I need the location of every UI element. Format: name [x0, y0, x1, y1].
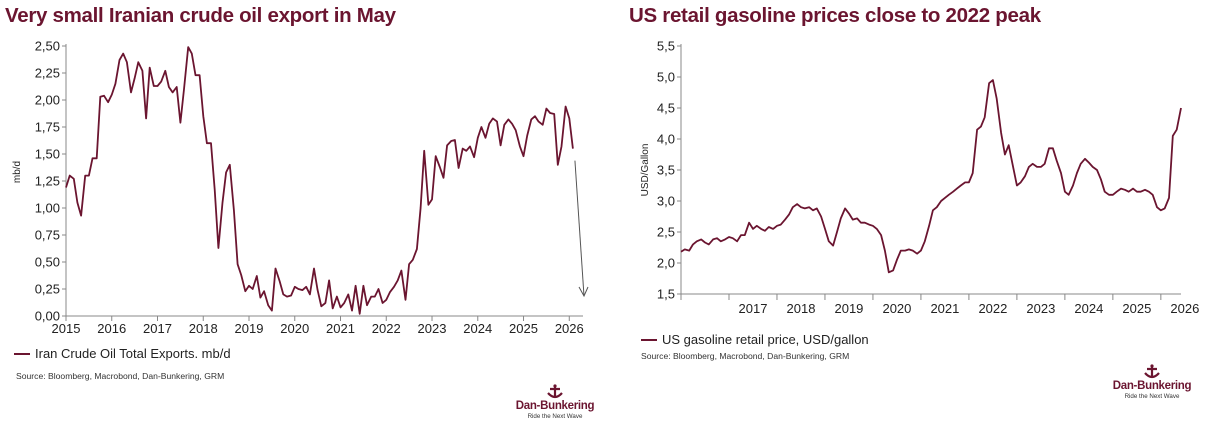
left-chart-legend: Iran Crude Oil Total Exports. mb/d	[14, 346, 231, 361]
right-chart-panel: US retail gasoline prices close to 2022 …	[605, 0, 1210, 427]
right-source-note: Source: Bloomberg, Macrobond, Dan-Bunker…	[641, 351, 850, 361]
y-tick-label: 5,5	[657, 39, 675, 54]
right-chart-title: US retail gasoline prices close to 2022 …	[629, 4, 1041, 27]
x-tick-label: 2017	[143, 321, 172, 336]
series-line	[680, 79, 1182, 274]
annotation-arrow-head	[578, 286, 589, 298]
x-tick-label: 2017	[739, 301, 768, 316]
y-tick-label: 0,50	[35, 255, 60, 270]
right-chart-svg: 1,5 2,0 2,5 3,0 3,5 4,0 4,5 5,0 5,5 2017 2018 2019 2…	[640, 39, 1199, 317]
x-tick-label: 2020	[882, 301, 911, 316]
left-chart-panel: Very small Iranian crude oil export in M…	[5, 4, 605, 420]
x-tick-label: 2019	[235, 321, 264, 336]
y-tick-label: 5,0	[657, 70, 675, 85]
right-legend-swatch	[641, 338, 657, 341]
x-tick-label: 2026	[1170, 301, 1199, 316]
left-chart-svg: 0,00 0,25 0,50 0,75 1,00 1,25 1,50 1,75 2,00 2,25…	[12, 39, 589, 336]
y-axis-title: USD/Gallon	[640, 144, 651, 197]
series-line	[65, 46, 574, 315]
y-tick-label: 4,0	[657, 132, 675, 147]
y-tick-label: 0,75	[35, 228, 60, 243]
annotation-arrow-shaft	[574, 160, 585, 297]
x-tick-label: 2024	[463, 321, 492, 336]
left-brand-logo: Dan-Bunkering Ride the Next Wave	[505, 384, 605, 420]
left-source-note: Source: Bloomberg, Macrobond, Dan-Bunker…	[16, 371, 225, 381]
right-legend-label: US gasoline retail price, USD/gallon	[662, 332, 869, 347]
y-tick-label: 1,25	[35, 174, 60, 189]
x-tick-label: 2023	[1026, 301, 1055, 316]
x-tick-label: 2016	[97, 321, 126, 336]
logo-tagline: Ride the Next Wave	[527, 413, 583, 420]
x-tick-label: 2024	[1074, 301, 1103, 316]
x-tick-label: 2022	[372, 321, 401, 336]
x-tick-label: 2025	[509, 321, 538, 336]
y-tick-label: 1,75	[35, 120, 60, 135]
y-tick-label: 1,00	[35, 201, 60, 216]
y-tick-label: 2,0	[657, 256, 675, 271]
logo-tagline: Ride the Next Wave	[1124, 393, 1180, 400]
x-tick-label: 2021	[326, 321, 355, 336]
y-tick-label: 2,5	[657, 225, 675, 240]
y-tick-label: 0,25	[35, 282, 60, 297]
x-tick-label: 2026	[555, 321, 584, 336]
x-tick-label: 2022	[978, 301, 1007, 316]
anchor-logo-icon	[547, 384, 563, 399]
x-tick-label: 2020	[280, 321, 309, 336]
anchor-logo-icon	[1144, 364, 1160, 379]
right-brand-logo: Dan-Bunkering Ride the Next Wave	[1102, 364, 1202, 400]
right-chart-legend: US gasoline retail price, USD/gallon	[641, 332, 869, 347]
x-tick-label: 2023	[418, 321, 447, 336]
y-tick-label: 2,00	[35, 93, 60, 108]
x-tick-label: 2019	[834, 301, 863, 316]
left-legend-swatch	[14, 352, 30, 355]
y-tick-label: 4,5	[657, 101, 675, 116]
y-tick-label: 3,5	[657, 163, 675, 178]
y-tick-label: 2,50	[35, 39, 60, 54]
logo-name: Dan-Bunkering	[1112, 380, 1192, 392]
y-tick-label: 1,5	[657, 287, 675, 302]
x-tick-label: 2018	[189, 321, 218, 336]
x-tick-label: 2015	[52, 321, 81, 336]
left-chart-title: Very small Iranian crude oil export in M…	[5, 4, 396, 27]
y-tick-label: 1,50	[35, 147, 60, 162]
x-tick-label: 2021	[930, 301, 959, 316]
logo-name: Dan-Bunkering	[515, 400, 595, 412]
y-tick-label: 0,00	[35, 309, 60, 324]
y-tick-label: 2,25	[35, 66, 60, 81]
x-tick-label: 2025	[1122, 301, 1151, 316]
x-tick-label: 2018	[787, 301, 816, 316]
y-axis-title: mb/d	[12, 161, 23, 183]
left-legend-label: Iran Crude Oil Total Exports. mb/d	[35, 346, 231, 361]
y-tick-label: 3,0	[657, 194, 675, 209]
